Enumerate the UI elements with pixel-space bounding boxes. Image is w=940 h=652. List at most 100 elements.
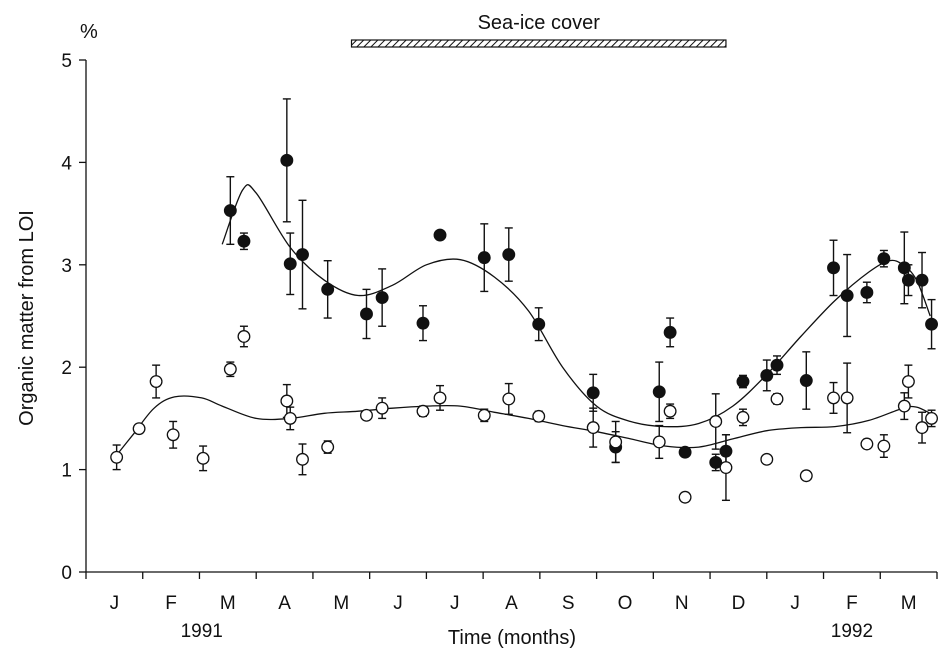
y-unit-label: % (80, 21, 98, 43)
open-point (532, 409, 546, 423)
x-tick-label: J (393, 593, 403, 614)
x-tick-label: D (732, 593, 746, 614)
open-point (433, 391, 447, 405)
filled-point (663, 325, 677, 339)
open-point (149, 375, 163, 388)
open-point (237, 330, 251, 343)
filled-point (678, 445, 692, 459)
year-label: 1992 (831, 621, 873, 642)
filled-point (827, 261, 840, 275)
open-point (897, 399, 911, 413)
trend-line-2 (112, 395, 931, 460)
x-tick-label: N (675, 593, 689, 614)
sea-ice-bar (350, 39, 727, 48)
filled-point (736, 375, 750, 388)
open-point (609, 435, 623, 449)
open-point (223, 362, 237, 376)
open-point (760, 452, 774, 466)
filled-point (321, 282, 335, 296)
open-point (360, 408, 373, 422)
open-point (132, 422, 146, 436)
x-tick-label: J (790, 593, 800, 614)
sea-ice-annotation: Sea-ice cover (350, 12, 727, 48)
open-point (477, 408, 491, 422)
x-tick-label: F (165, 593, 177, 614)
y-axis-title: Organic matter from LOI (16, 210, 38, 426)
filled-point (502, 248, 516, 262)
filled-point (280, 153, 294, 167)
axes: 012345JFMAMJJASONDJFMA19911992 (61, 51, 938, 642)
filled-point (877, 252, 891, 266)
filled-point (860, 285, 874, 299)
filled-point (477, 251, 491, 265)
filled-point (709, 455, 723, 469)
sea-ice-label: Sea-ice cover (478, 12, 601, 34)
x-tick-label: J (450, 593, 460, 614)
open-point (416, 404, 430, 418)
year-label: 1991 (181, 621, 223, 642)
x-tick-label: O (618, 593, 633, 614)
filled-point (532, 317, 546, 331)
trend-line-1 (221, 184, 931, 428)
filled-point (375, 291, 389, 305)
filled-point (840, 289, 854, 302)
y-tick-label: 0 (61, 563, 72, 584)
trend-lines (112, 184, 931, 460)
open-point (280, 394, 294, 408)
filled-point (283, 257, 297, 271)
open-point (799, 469, 813, 483)
open-point (840, 391, 854, 405)
open-point (502, 392, 516, 406)
y-tick-label: 2 (61, 358, 72, 379)
open-point (586, 421, 600, 435)
filled-point (652, 385, 666, 399)
data-points (110, 98, 939, 504)
open-point (652, 435, 666, 449)
filled-point (901, 273, 915, 287)
filled-point (433, 228, 447, 242)
open-point (925, 411, 939, 425)
x-tick-label: M (333, 593, 349, 614)
open-point (770, 392, 784, 406)
open-point (196, 451, 210, 465)
filled-point (296, 248, 309, 262)
filled-point (925, 317, 939, 331)
filled-point (760, 368, 774, 382)
filled-point (799, 374, 813, 387)
y-tick-label: 5 (61, 51, 72, 72)
x-tick-label: F (846, 593, 858, 614)
open-point (663, 404, 677, 418)
open-point (877, 439, 891, 453)
open-point (678, 490, 692, 504)
open-point (321, 440, 335, 454)
x-tick-label: A (505, 593, 518, 614)
open-point (110, 450, 124, 464)
open-point (283, 411, 297, 425)
y-tick-label: 4 (61, 153, 72, 174)
filled-point (416, 316, 430, 330)
x-tick-label: A (278, 593, 291, 614)
filled-point (770, 358, 784, 372)
open-point (901, 375, 915, 388)
filled-point (586, 386, 600, 400)
x-tick-label: M (901, 593, 917, 614)
y-tick-label: 3 (61, 256, 72, 277)
x-axis-title: Time (months) (448, 627, 576, 649)
filled-point (360, 307, 373, 321)
open-point (860, 437, 874, 451)
x-tick-label: M (220, 593, 236, 614)
open-point (166, 428, 180, 442)
open-point (736, 410, 750, 424)
y-tick-label: 1 (61, 461, 72, 482)
filled-point (237, 234, 251, 248)
open-point (827, 391, 840, 405)
x-tick-label: J (110, 593, 120, 614)
filled-point (223, 204, 237, 217)
open-point (915, 421, 929, 435)
open-point (296, 452, 309, 466)
open-point (709, 415, 723, 428)
x-tick-label: S (562, 593, 575, 614)
open-point (375, 401, 389, 415)
filled-point (915, 273, 929, 287)
